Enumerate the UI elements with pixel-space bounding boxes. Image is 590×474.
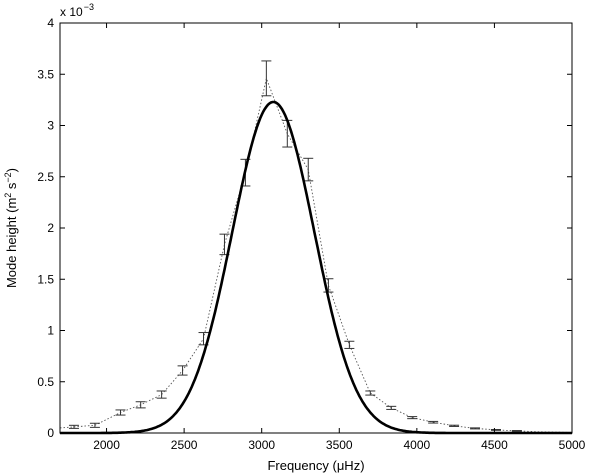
error-bar-point	[68, 424, 79, 429]
y-exponent-label: x 10−3	[60, 2, 94, 19]
y-exponent-base: x 10	[60, 5, 83, 19]
x-tick-label: 4500	[481, 438, 508, 452]
error-bar-point	[407, 416, 418, 420]
x-tick-label: 4000	[403, 438, 430, 452]
y-tick-label: 0	[47, 426, 54, 440]
y-axis-label-sup1: 2	[3, 193, 13, 198]
error-bar-point	[428, 420, 439, 424]
y-axis-label-main: Mode height (m	[4, 198, 19, 288]
y-axis-label: Mode height (m2 s−2)	[3, 168, 19, 288]
x-tick-label: 3500	[326, 438, 353, 452]
x-tick-label: 5000	[559, 438, 586, 452]
y-tick-label: 1	[47, 324, 54, 338]
y-tick-label: 2.5	[37, 170, 54, 184]
y-exponent-power: −3	[84, 2, 94, 12]
y-axis-label-end: )	[4, 168, 19, 172]
x-axis-label: Frequency (μHz)	[267, 458, 364, 473]
y-tick-label: 1.5	[37, 272, 54, 286]
x-tick-label: 3000	[248, 438, 275, 452]
error-bar-point	[156, 390, 167, 399]
error-bar-point	[449, 424, 460, 427]
error-bar-point	[511, 430, 522, 432]
error-bar-point	[490, 429, 501, 431]
error-bar-point	[261, 60, 272, 97]
x-axis: 2000 2500 3000 3500 4000 4500 5000	[93, 23, 586, 452]
y-tick-label: 2	[47, 221, 54, 235]
error-bar-point	[115, 409, 126, 416]
y-tick-label: 3.5	[37, 67, 54, 81]
error-bar-point	[89, 422, 100, 428]
y-axis: 0 0.5 1 1.5 2 2.5 3 3.5 4	[37, 16, 572, 440]
y-axis-label-sup2: −2	[3, 172, 13, 182]
y-axis-label-mid: s	[4, 182, 19, 193]
y-tick-label: 3	[47, 119, 54, 133]
x-tick-label: 2000	[93, 438, 120, 452]
x-tick-label: 2500	[171, 438, 198, 452]
error-bar-point	[177, 365, 188, 376]
error-bar-point	[386, 405, 397, 410]
error-bar-point	[365, 390, 376, 396]
plot-background	[60, 23, 572, 433]
y-tick-label: 0.5	[37, 375, 54, 389]
error-bar-point	[344, 340, 355, 349]
error-bar-point	[470, 427, 481, 430]
error-bar-point	[135, 401, 146, 409]
y-tick-label: 4	[47, 16, 54, 30]
